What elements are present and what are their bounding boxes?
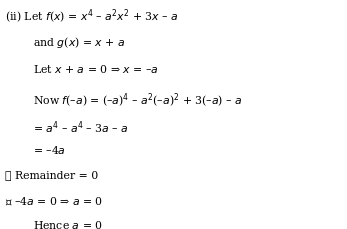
Text: (ii) Let $f$($x$) = $x^4$ – $a^2$$x^2$ + 3$x$ – $a$: (ii) Let $f$($x$) = $x^4$ – $a^2$$x^2$ +…	[5, 8, 179, 26]
Text: and $g$($x$) = $x$ + $a$: and $g$($x$) = $x$ + $a$	[33, 35, 125, 51]
Text: ∴ –4$a$ = 0 ⇒ $a$ = 0: ∴ –4$a$ = 0 ⇒ $a$ = 0	[5, 195, 103, 207]
Text: = $a^4$ – $a^4$ – 3$a$ – $a$: = $a^4$ – $a^4$ – 3$a$ – $a$	[33, 119, 129, 136]
Text: Hence $a$ = 0: Hence $a$ = 0	[33, 219, 103, 229]
Text: Let $x$ + $a$ = 0 ⇒ $x$ = –$a$: Let $x$ + $a$ = 0 ⇒ $x$ = –$a$	[33, 63, 158, 75]
Text: ∴ Remainder = 0: ∴ Remainder = 0	[5, 170, 99, 180]
Text: = –4$a$: = –4$a$	[33, 144, 66, 156]
Text: Now $f$(–$a$) = (–$a$)$^4$ – $a^2$(–$a$)$^2$ + 3(–$a$) – $a$: Now $f$(–$a$) = (–$a$)$^4$ – $a^2$(–$a$)…	[33, 92, 243, 110]
